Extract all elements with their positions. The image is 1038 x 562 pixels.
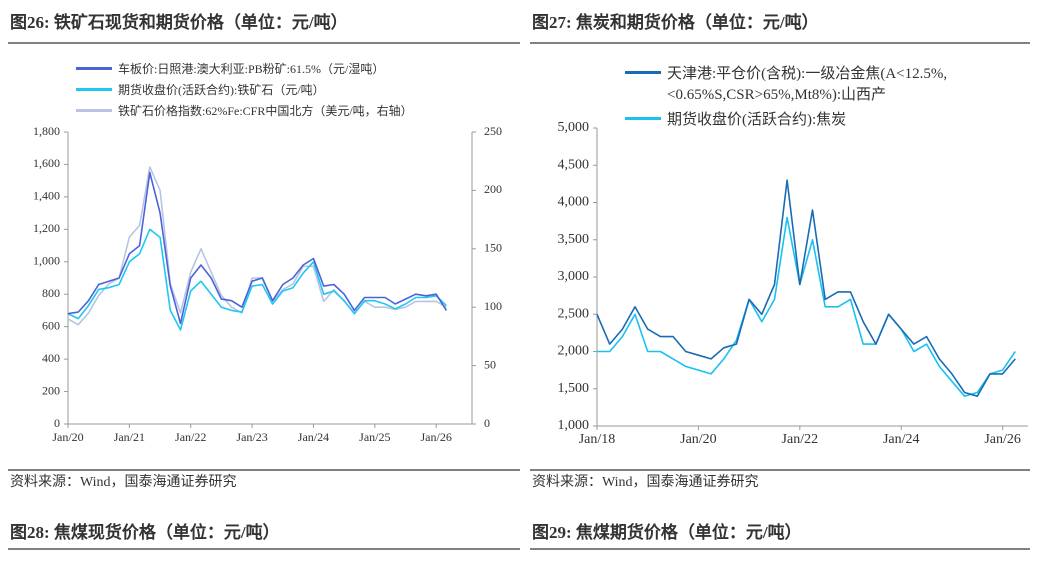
y-tick-label: 1,800 bbox=[33, 124, 60, 138]
series-line bbox=[67, 171, 448, 325]
y-tick-label: 0 bbox=[54, 416, 60, 430]
y-tick-label: 4,500 bbox=[558, 157, 590, 172]
legend-swatch bbox=[76, 88, 112, 92]
y-tick-label: 3,000 bbox=[558, 269, 590, 284]
y-tick-label: 2,000 bbox=[558, 344, 590, 359]
legend-label: 铁矿石价格指数:62%Fe:CFR中国北方（美元/吨，右轴） bbox=[118, 104, 413, 118]
figure-title: 图29: 焦煤期货价格（单位：元/吨） bbox=[532, 522, 802, 542]
legend-swatch bbox=[625, 117, 661, 120]
y-tick-label: 400 bbox=[42, 351, 60, 365]
y-tick-label: 1,500 bbox=[558, 381, 590, 396]
x-tick-label: Jan/24 bbox=[883, 432, 920, 447]
y2-tick-label: 50 bbox=[484, 357, 496, 371]
source-note: 资料来源：Wind，国泰海通证券研究 bbox=[532, 474, 759, 490]
y-tick-label: 1,600 bbox=[33, 156, 60, 170]
x-tick-label: Jan/20 bbox=[52, 430, 83, 444]
x-tick-label: Jan/22 bbox=[782, 432, 819, 447]
legend: 车板价:日照港:澳大利亚:PB粉矿:61.5%（元/湿吨） 期货收盘价(活跃合约)… bbox=[76, 60, 476, 123]
y-tick-label: 2,500 bbox=[558, 306, 590, 321]
series-line bbox=[67, 228, 447, 331]
legend-label: 车板价:日照港:澳大利亚:PB粉矿:61.5%（元/湿吨） bbox=[118, 62, 385, 76]
legend-label: 天津港:平仓价(含税):一级冶金焦(A<12.5%,<0.65%S,CSR>65… bbox=[667, 66, 948, 103]
x-tick-label: Jan/24 bbox=[298, 430, 329, 444]
y-tick-label: 800 bbox=[42, 286, 60, 300]
legend-swatch bbox=[76, 109, 112, 113]
figure-title: 图27: 焦炭和期货价格（单位：元/吨） bbox=[532, 12, 819, 32]
x-tick-label: Jan/21 bbox=[114, 430, 145, 444]
y2-tick-label: 200 bbox=[484, 182, 502, 196]
x-tick-label: Jan/23 bbox=[236, 430, 267, 444]
legend-label: 期货收盘价(活跃合约):焦炭 bbox=[667, 112, 847, 128]
y-tick-label: 3,500 bbox=[558, 232, 590, 247]
legend-item: 铁矿石价格指数:62%Fe:CFR中国北方（美元/吨，右轴） bbox=[76, 102, 476, 119]
y-tick-label: 200 bbox=[42, 383, 60, 397]
series-line bbox=[597, 216, 1016, 397]
legend-item: 天津港:平仓价(含税):一级冶金焦(A<12.5%,<0.65%S,CSR>65… bbox=[625, 62, 1005, 104]
x-tick-label: Jan/26 bbox=[421, 430, 452, 444]
legend-item: 车板价:日照港:澳大利亚:PB粉矿:61.5%（元/湿吨） bbox=[76, 60, 476, 77]
x-tick-label: Jan/25 bbox=[359, 430, 390, 444]
legend-item: 期货收盘价(活跃合约):焦炭 bbox=[625, 108, 1005, 129]
x-tick-label: Jan/22 bbox=[175, 430, 206, 444]
y-tick-label: 4,000 bbox=[558, 195, 590, 210]
y2-tick-label: 0 bbox=[484, 416, 490, 430]
y2-tick-label: 250 bbox=[484, 124, 502, 138]
legend-label: 期货收盘价(活跃合约):铁矿石（元/吨） bbox=[118, 83, 325, 97]
legend-swatch bbox=[625, 71, 661, 74]
legend: 天津港:平仓价(含税):一级冶金焦(A<12.5%,<0.65%S,CSR>65… bbox=[625, 62, 1005, 133]
figure-title: 图28: 焦煤现货价格（单位：元/吨） bbox=[10, 522, 280, 542]
series-line bbox=[596, 179, 1016, 397]
x-tick-label: Jan/18 bbox=[579, 432, 616, 447]
x-tick-label: Jan/20 bbox=[680, 432, 717, 447]
y-tick-label: 1,000 bbox=[33, 254, 60, 268]
x-tick-label: Jan/26 bbox=[984, 432, 1021, 447]
y-tick-label: 5,000 bbox=[558, 120, 590, 135]
y2-tick-label: 100 bbox=[484, 299, 502, 313]
legend-swatch bbox=[76, 67, 112, 71]
y-tick-label: 1,000 bbox=[558, 418, 590, 433]
source-note: 资料来源：Wind，国泰海通证券研究 bbox=[10, 474, 237, 490]
y-tick-label: 1,400 bbox=[33, 189, 60, 203]
figure-title: 图26: 铁矿石现货和期货价格（单位：元/吨） bbox=[10, 12, 348, 32]
y-tick-label: 600 bbox=[42, 318, 60, 332]
y-tick-label: 1,200 bbox=[33, 221, 60, 235]
series-line bbox=[67, 166, 447, 326]
y2-tick-label: 150 bbox=[484, 241, 502, 255]
legend-item: 期货收盘价(活跃合约):铁矿石（元/吨） bbox=[76, 81, 476, 98]
